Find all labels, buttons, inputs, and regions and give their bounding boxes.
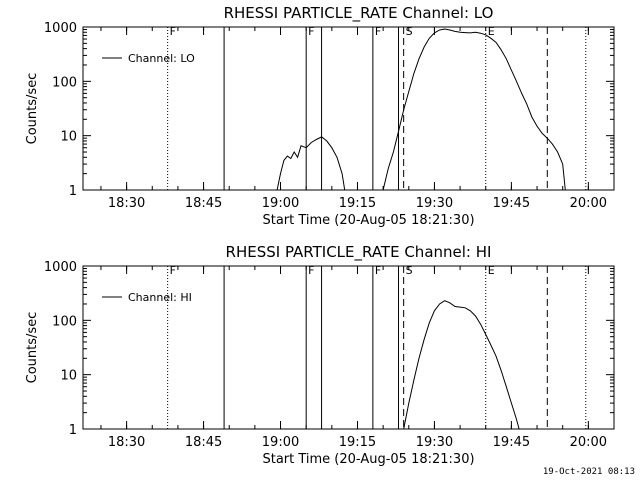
x-tick-label: 20:00: [570, 435, 607, 450]
x-tick-label: 19:30: [416, 196, 453, 211]
x-axis-label: Start Time (20-Aug-05 18:21:30): [262, 213, 474, 228]
x-tick-label: 19:15: [339, 196, 376, 211]
y-axis-label: Counts/sec: [25, 73, 40, 145]
x-tick-label: 18:30: [108, 435, 145, 450]
event-marker-label: F: [308, 264, 314, 277]
x-tick-label: 18:30: [108, 196, 145, 211]
event-marker-label: F: [308, 25, 314, 38]
series-line: [382, 28, 566, 191]
x-tick-label: 19:15: [339, 435, 376, 450]
legend-label: Channel: LO: [128, 52, 195, 65]
x-tick-label: 20:00: [570, 196, 607, 211]
event-marker-label: F: [375, 264, 381, 277]
footer-timestamp: 19-Oct-2021 08:13: [543, 467, 635, 477]
panel-hi: RHESSI PARTICLE_RATE Channel: HI 18:30 18:…: [25, 243, 615, 467]
y-tick-label: 100: [52, 314, 77, 329]
panel-lo: RHESSI PARTICLE_RATE Channel: LO 18:30 18:…: [25, 4, 615, 228]
y-tick-label: 10: [60, 130, 77, 145]
y-tick-label: 1: [69, 184, 77, 199]
plot-frame: [82, 265, 615, 430]
x-tick-label: 19:45: [493, 196, 530, 211]
event-marker-label: S: [406, 25, 413, 38]
event-marker-label: F: [170, 264, 176, 277]
x-tick-label: 19:00: [262, 435, 299, 450]
event-marker-label: S: [406, 264, 413, 277]
series-line: [403, 300, 520, 430]
event-marker-label: E: [488, 264, 495, 277]
y-axis-label: Counts/sec: [25, 312, 40, 384]
y-tick-label: 1000: [44, 260, 77, 275]
x-axis-label: Start Time (20-Aug-05 18:21:30): [262, 452, 474, 467]
series-line: [276, 136, 346, 191]
x-tick-label: 19:00: [262, 196, 299, 211]
x-tick-label: 18:45: [185, 435, 222, 450]
y-tick-label: 100: [52, 75, 77, 90]
y-tick-label: 10: [60, 369, 77, 384]
chart-title: RHESSI PARTICLE_RATE Channel: HI: [226, 243, 492, 262]
y-tick-label: 1000: [44, 21, 77, 36]
plot-frame: [82, 26, 615, 191]
chart-title: RHESSI PARTICLE_RATE Channel: LO: [224, 4, 494, 23]
x-tick-label: 19:45: [493, 435, 530, 450]
event-marker-label: F: [375, 25, 381, 38]
x-tick-label: 18:45: [185, 196, 222, 211]
legend-label: Channel: HI: [128, 291, 192, 304]
event-marker-label: E: [488, 25, 495, 38]
event-marker-label: F: [170, 25, 176, 38]
x-tick-label: 19:30: [416, 435, 453, 450]
y-tick-label: 1: [69, 423, 77, 438]
